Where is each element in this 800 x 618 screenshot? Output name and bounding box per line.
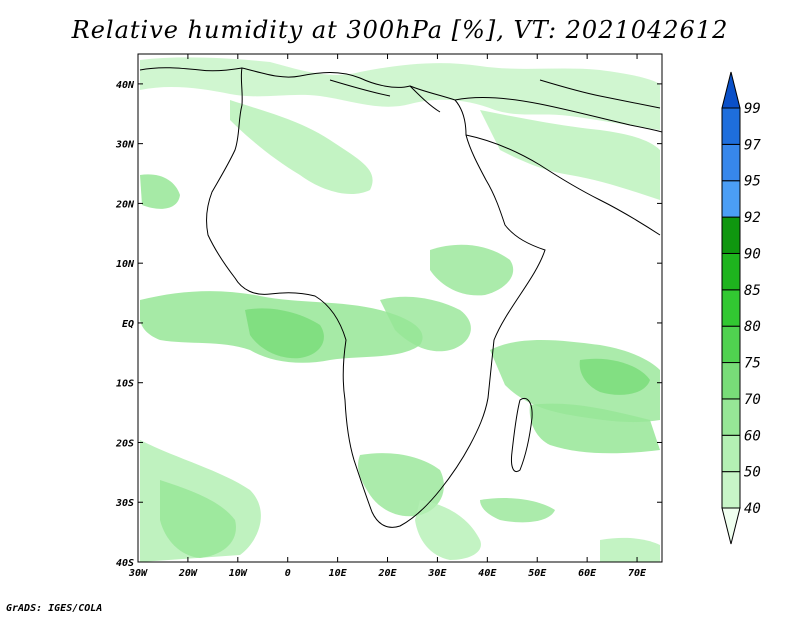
colorbar-box	[721, 216, 741, 254]
colorbar-label: 50	[744, 465, 761, 481]
lat-tick-label: 40S	[116, 558, 134, 569]
colorbar-box	[721, 471, 741, 509]
map-title: Relative humidity at 300hPa [%], VT: 202…	[71, 16, 729, 44]
plot-frame	[137, 53, 663, 563]
lon-tick-label: 0	[285, 568, 291, 579]
lon-tick-label: 10E	[329, 568, 348, 579]
lon-tick-label: 70E	[628, 568, 647, 579]
colorbar-box	[721, 180, 741, 218]
lon-tick-label: 20E	[377, 568, 397, 579]
lat-tick-label: 40N	[116, 80, 135, 91]
colorbar-label: 85	[744, 283, 761, 299]
colorbar: 40 50 60 70 75 80 85 90 92 95 97 99	[721, 71, 761, 545]
lat-tick-label: 20S	[115, 438, 134, 449]
colorbar-label: 99	[744, 101, 761, 117]
colorbar-label: 80	[744, 319, 761, 335]
colorbar-box	[721, 252, 741, 291]
lon-tick-label: 60E	[578, 568, 597, 579]
longitude-axis: 30W 20W 10W 0 10E 20E 30E 40E 50E 60E 70E	[128, 54, 647, 579]
colorbar-box	[721, 434, 741, 473]
humidity-field	[138, 54, 662, 562]
lat-tick-label: 10N	[116, 259, 135, 270]
colorbar-box	[721, 362, 741, 400]
lon-tick-label: 50E	[528, 568, 547, 579]
colorbar-lower-triangle	[721, 507, 741, 545]
colorbar-label: 75	[744, 356, 761, 372]
lon-tick-label: 40E	[478, 568, 497, 579]
colorbar-label: 40	[744, 501, 761, 517]
colorbar-box	[721, 398, 741, 436]
lon-tick-label: 30W	[128, 568, 148, 579]
colorbar-box	[721, 143, 741, 182]
lat-tick-label: EQ	[122, 319, 134, 330]
colorbar-box	[721, 107, 741, 145]
colorbar-label: 90	[744, 246, 761, 262]
colorbar-box	[721, 325, 741, 364]
lat-tick-label: 10S	[116, 379, 134, 390]
lat-tick-label: 30N	[115, 140, 135, 151]
colorbar-label: 97	[744, 137, 761, 153]
lon-tick-label: 10W	[229, 568, 248, 579]
colorbar-upper-triangle	[721, 71, 741, 109]
colorbar-label: 92	[744, 210, 761, 226]
lat-tick-label: 30S	[115, 498, 134, 509]
latitude-axis: 40N 30N 20N 10N EQ 10S 20S 30S 40S	[115, 80, 662, 569]
lon-tick-label: 30E	[427, 568, 447, 579]
colorbar-label: 60	[744, 428, 761, 444]
colorbar-label: 70	[744, 392, 761, 408]
lat-tick-label: 20N	[115, 199, 135, 210]
lon-tick-label: 20W	[178, 568, 198, 579]
credit-text: GrADS: IGES/COLA	[6, 603, 103, 614]
colorbar-box	[721, 289, 741, 327]
colorbar-label: 95	[744, 174, 761, 190]
coastlines	[139, 67, 662, 528]
